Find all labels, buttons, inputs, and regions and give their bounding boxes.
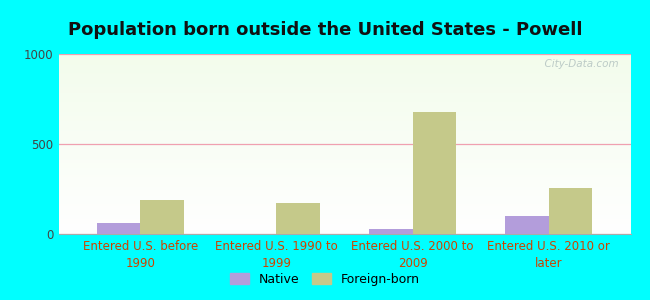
Bar <box>140 200 184 234</box>
Bar <box>549 188 592 234</box>
Bar <box>276 202 320 234</box>
Bar <box>369 229 413 234</box>
Bar <box>505 216 549 234</box>
Text: City-Data.com: City-Data.com <box>538 59 619 69</box>
Bar <box>413 112 456 234</box>
Legend: Native, Foreign-born: Native, Foreign-born <box>225 268 425 291</box>
Text: Population born outside the United States - Powell: Population born outside the United State… <box>68 21 582 39</box>
Bar <box>97 223 140 234</box>
